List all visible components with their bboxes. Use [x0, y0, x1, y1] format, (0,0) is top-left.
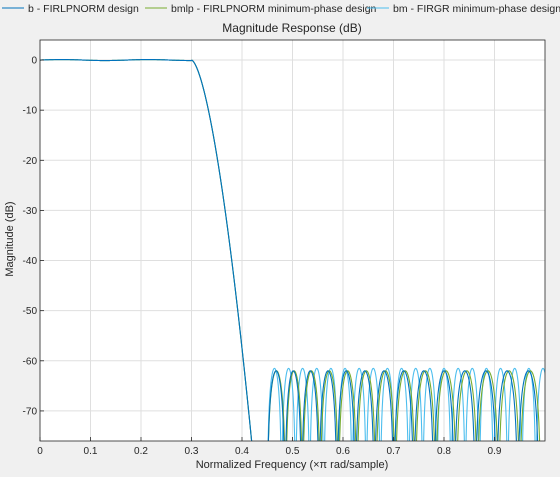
- legend: b - FIRLPNORM design bmlp - FIRLPNORM mi…: [2, 3, 560, 15]
- y-tick-label: -40: [23, 256, 38, 267]
- legend-entry-bmlp[interactable]: bmlp - FIRLPNORM minimum-phase design: [145, 3, 377, 15]
- y-tick-label: -70: [23, 406, 38, 417]
- legend-label-b: b - FIRLPNORM design: [28, 3, 139, 15]
- x-tick-label: 0.3: [185, 446, 199, 457]
- x-axis-label: Normalized Frequency (×π rad/sample): [196, 459, 389, 471]
- legend-label-bmlp: bmlp - FIRLPNORM minimum-phase design: [171, 3, 377, 15]
- y-axis-label: Magnitude (dB): [4, 201, 16, 276]
- series-layer: [40, 59, 545, 477]
- x-tick-label: 0.2: [134, 446, 148, 457]
- y-tick-label: -50: [23, 306, 38, 317]
- legend-entry-b[interactable]: b - FIRLPNORM design: [2, 3, 139, 15]
- x-tick-label: 0.5: [286, 446, 300, 457]
- y-tick-label: -30: [23, 206, 38, 217]
- x-tick-label: 0.4: [235, 446, 249, 457]
- y-tick-label: 0: [31, 56, 37, 67]
- axis-ticks: 0 0.1 0.2 0.3 0.4 0.5 0.6 0.7 0.8 0.9 0 -10 -20 -30 -4…: [23, 56, 502, 457]
- y-tick-label: -20: [23, 156, 38, 167]
- legend-entry-bm[interactable]: bm - FIRGR minimum-phase design: [367, 3, 560, 15]
- x-tick-label: 0: [37, 446, 43, 457]
- y-tick-label: -10: [23, 106, 38, 117]
- x-tick-label: 0.8: [437, 446, 451, 457]
- y-tick-label: -60: [23, 356, 38, 367]
- x-tick-label: 0.7: [387, 446, 401, 457]
- x-tick-label: 0.9: [488, 446, 502, 457]
- x-tick-label: 0.1: [84, 446, 98, 457]
- legend-label-bm: bm - FIRGR minimum-phase design: [393, 3, 560, 15]
- chart-title: Magnitude Response (dB): [222, 21, 361, 35]
- x-tick-label: 0.6: [336, 446, 350, 457]
- series-line-0[interactable]: [40, 59, 539, 477]
